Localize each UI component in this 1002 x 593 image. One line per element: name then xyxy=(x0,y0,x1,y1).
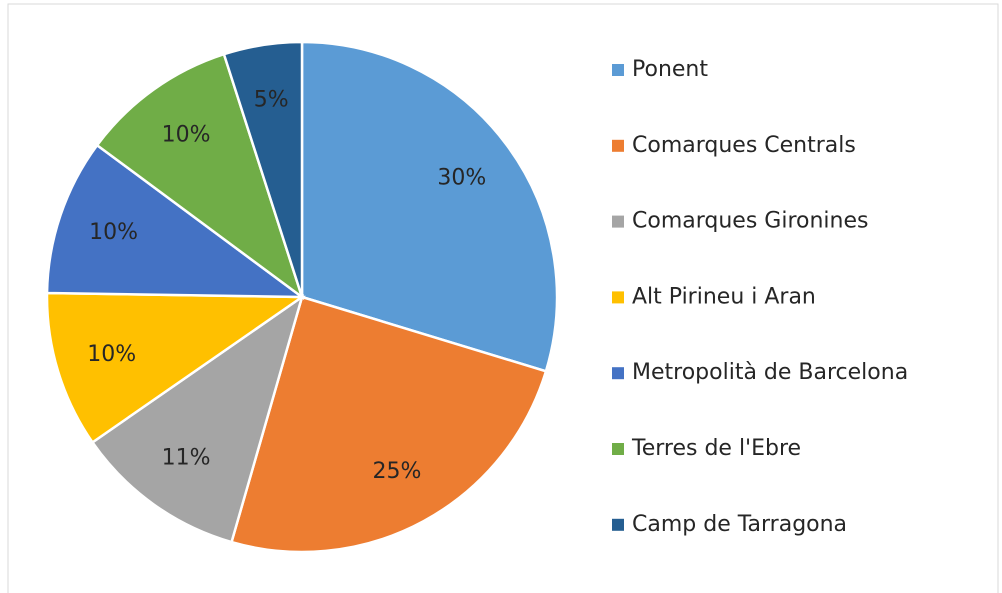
pie-slice xyxy=(45,143,306,299)
legend-swatch xyxy=(612,291,624,304)
legend-swatch xyxy=(612,367,624,380)
data-label: 11% xyxy=(162,446,211,471)
data-label: 10% xyxy=(162,122,211,147)
legend-swatch xyxy=(612,518,624,531)
pie-slice xyxy=(222,40,304,298)
legend-label: Metropolità de Barcelona xyxy=(632,360,908,385)
legend-swatch xyxy=(612,139,624,152)
pie-slice xyxy=(229,295,548,554)
data-label: 10% xyxy=(89,220,138,245)
legend-swatch xyxy=(612,64,624,76)
legend-label: Comarques Centrals xyxy=(632,133,856,158)
data-label: 5% xyxy=(254,88,289,113)
legend-label: Terres de l'Ebre xyxy=(631,436,801,461)
legend-swatch xyxy=(612,443,624,455)
pie-slice xyxy=(95,52,305,301)
pie-slice xyxy=(90,293,305,544)
data-label: 10% xyxy=(87,342,136,367)
legend-label: Camp de Tarragona xyxy=(632,512,847,537)
pie-slice xyxy=(45,291,306,445)
legend-label: Alt Pirineu i Aran xyxy=(632,284,816,309)
pie-slice xyxy=(300,40,559,373)
legend-label: Ponent xyxy=(632,57,708,82)
legend-swatch xyxy=(612,215,624,228)
data-label: 30% xyxy=(437,166,486,191)
legend-label: Comarques Gironines xyxy=(632,209,868,234)
data-label: 25% xyxy=(372,459,421,484)
